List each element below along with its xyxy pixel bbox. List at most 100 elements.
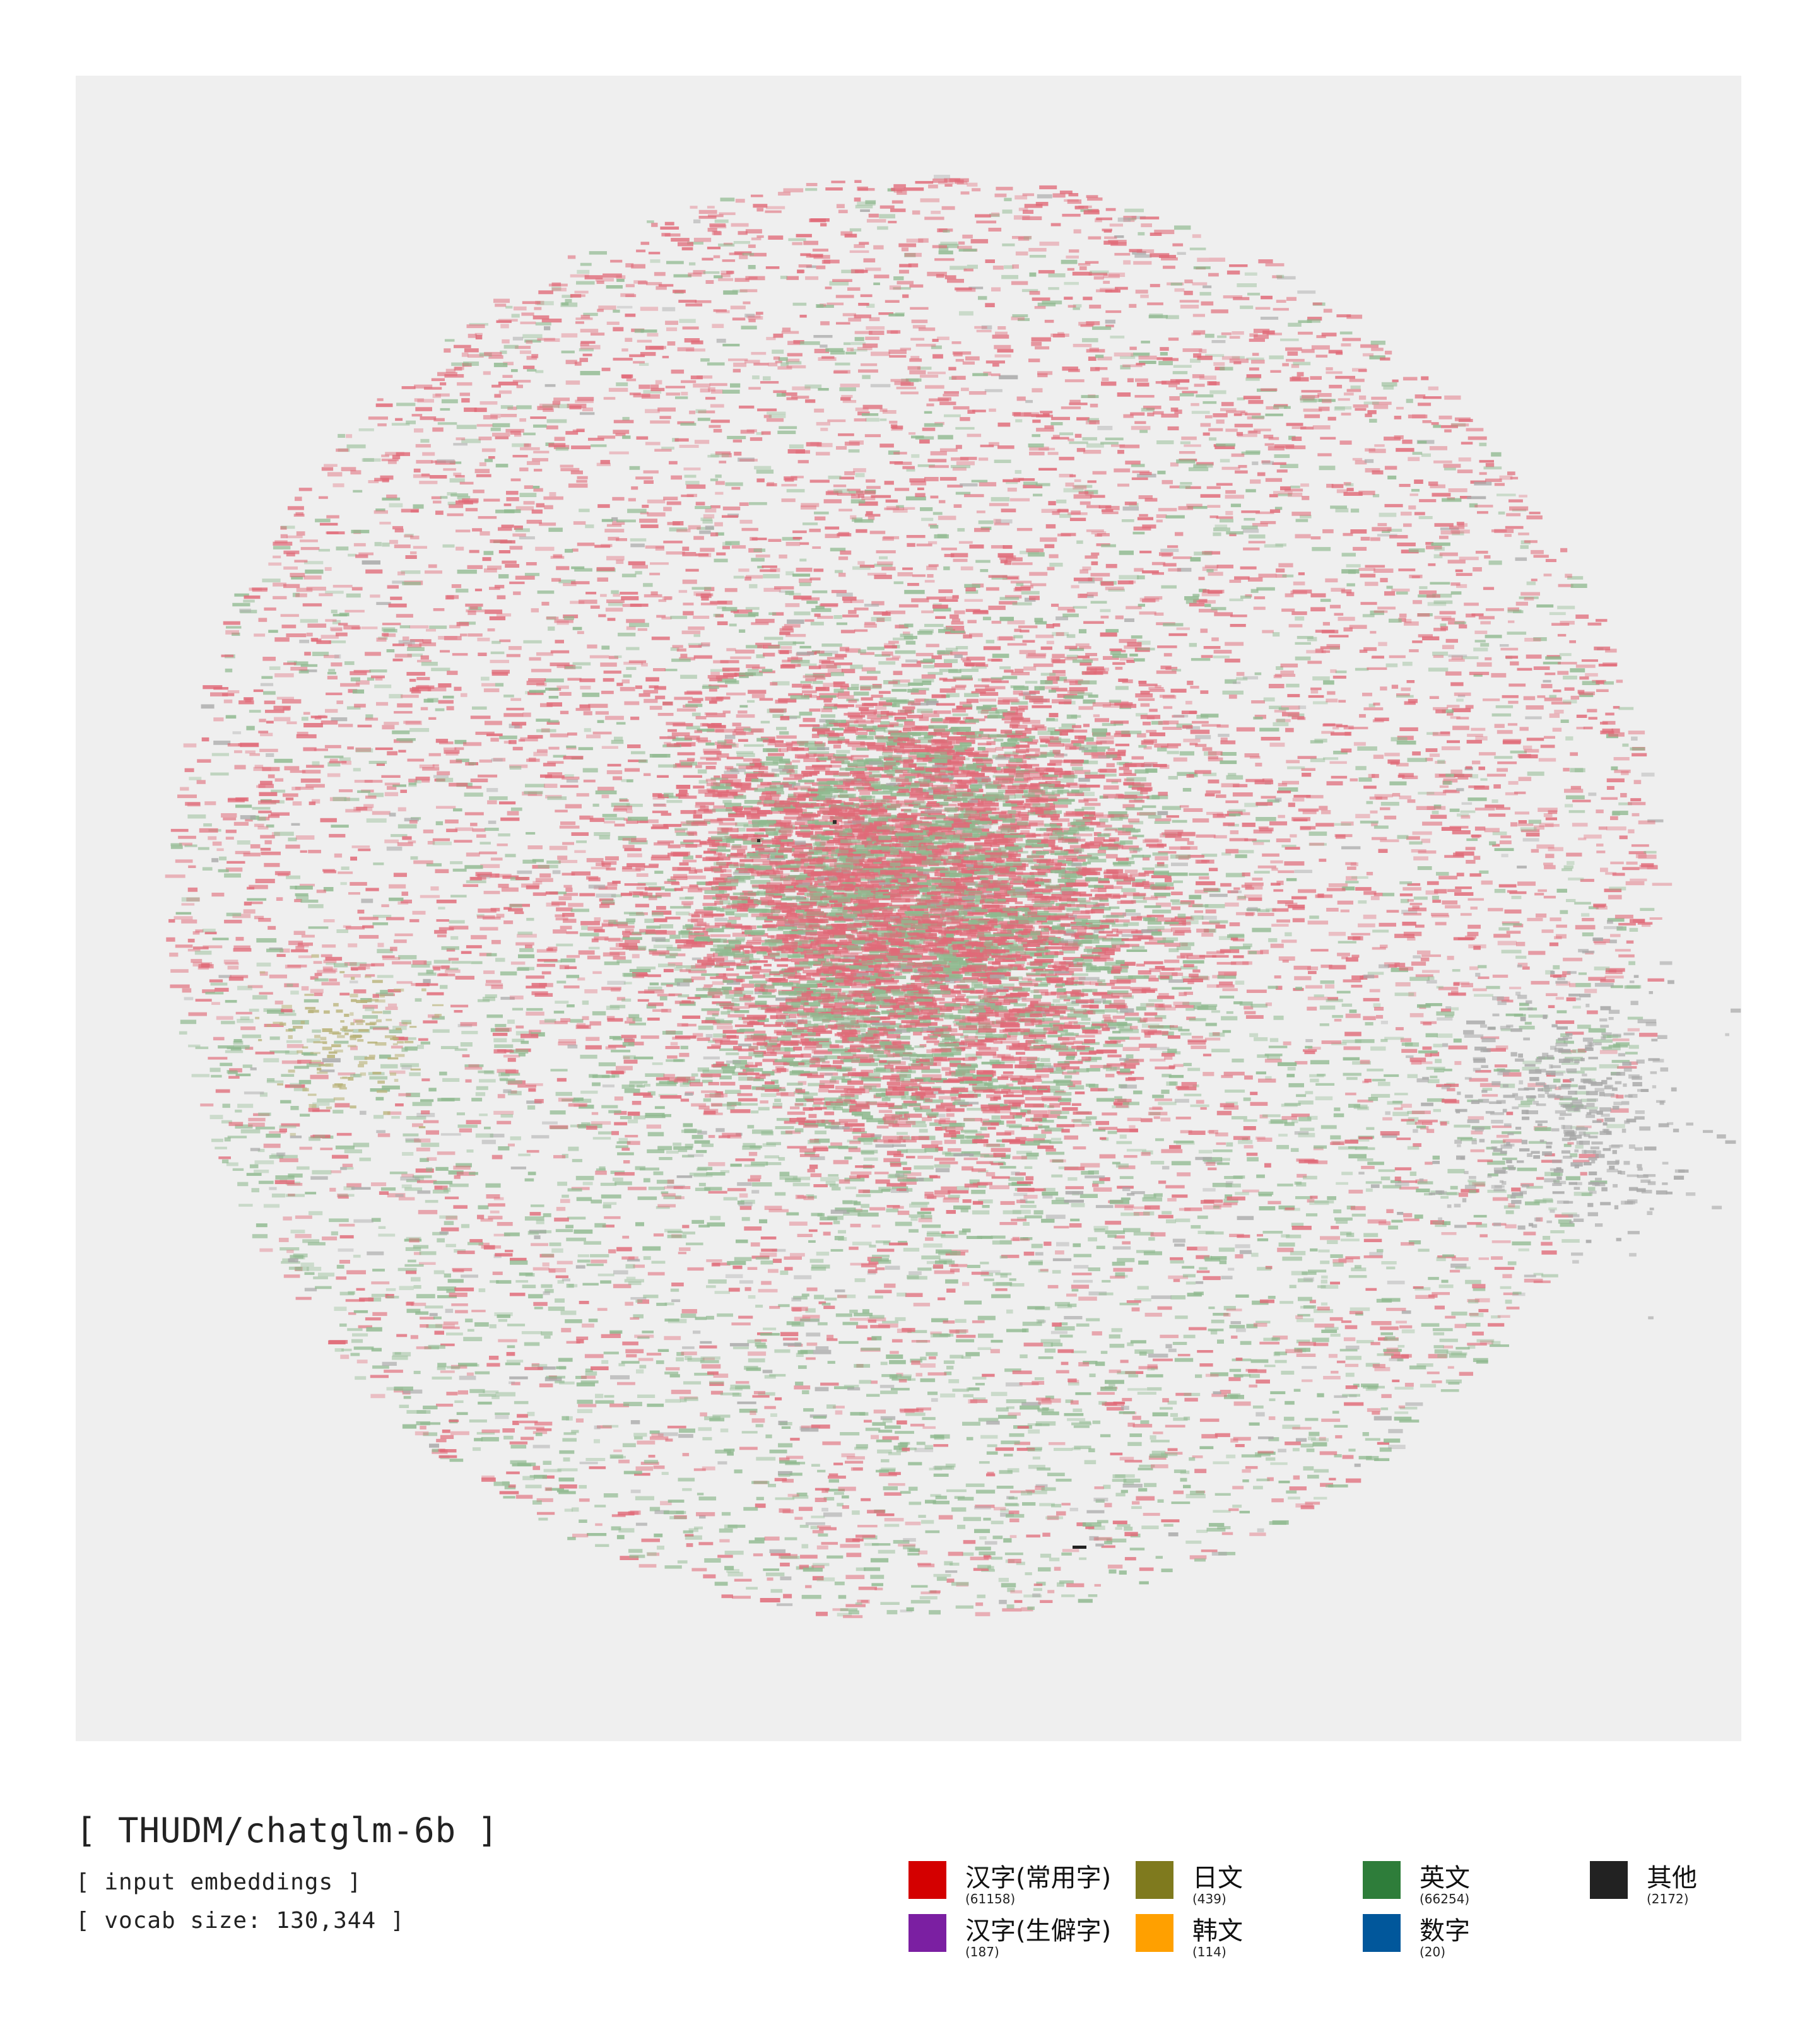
token-point	[375, 508, 385, 512]
token-point	[1240, 305, 1254, 309]
token-point	[1217, 1339, 1224, 1344]
token-point	[707, 455, 719, 458]
token-point	[889, 285, 901, 290]
token-point	[1095, 1205, 1114, 1208]
token-point	[298, 488, 312, 491]
token-point	[1116, 1141, 1132, 1144]
token-point	[574, 290, 589, 294]
token-point	[1257, 1137, 1273, 1142]
token-point	[626, 804, 643, 808]
token-point	[827, 419, 846, 423]
token-point	[170, 828, 189, 832]
token-point	[833, 1220, 840, 1225]
token-point	[1028, 1429, 1040, 1434]
token-point	[1260, 317, 1279, 320]
token-point	[1293, 965, 1311, 970]
token-point	[572, 1159, 582, 1163]
embedding-scatter	[165, 175, 1741, 1618]
token-point	[363, 458, 374, 462]
token-point	[566, 1237, 586, 1242]
token-point	[962, 361, 975, 365]
token-point	[1150, 1435, 1156, 1440]
token-point	[543, 1460, 552, 1465]
token-point	[188, 1012, 207, 1016]
token-point	[1320, 1236, 1340, 1240]
token-point	[620, 1556, 639, 1560]
token-point	[1448, 1382, 1460, 1385]
token-point	[1297, 290, 1316, 294]
token-point	[796, 567, 813, 572]
token-point	[563, 985, 580, 989]
token-point	[339, 1291, 355, 1296]
token-point	[682, 1154, 695, 1158]
token-point	[1028, 248, 1047, 252]
token-point	[823, 1496, 835, 1501]
token-point	[454, 1010, 463, 1013]
token-point	[1132, 1424, 1153, 1428]
token-point	[836, 322, 850, 325]
token-point	[876, 1469, 889, 1472]
token-point	[234, 750, 242, 753]
token-point	[1373, 1416, 1392, 1421]
token-point	[317, 970, 336, 974]
token-point	[1233, 1175, 1245, 1179]
token-point	[1493, 784, 1501, 789]
token-point	[1214, 1493, 1231, 1496]
token-point	[227, 1136, 247, 1139]
token-point	[853, 1136, 873, 1140]
token-point	[233, 1045, 250, 1049]
token-point	[797, 866, 813, 869]
token-point	[836, 204, 845, 208]
token-point	[597, 308, 604, 312]
token-point	[1002, 1608, 1021, 1612]
token-point	[580, 341, 596, 344]
token-point	[843, 1211, 861, 1216]
token-point	[1093, 276, 1104, 280]
token-point	[1484, 555, 1491, 559]
token-point	[397, 807, 406, 812]
token-point	[864, 1567, 881, 1571]
token-point	[675, 396, 688, 399]
token-point	[1254, 672, 1262, 676]
token-point	[426, 992, 444, 996]
token-point	[456, 1412, 468, 1415]
token-point	[1563, 676, 1577, 680]
token-point	[1082, 567, 1091, 571]
token-point	[1216, 950, 1232, 953]
token-point	[770, 568, 780, 572]
token-point	[555, 917, 568, 920]
token-point	[386, 846, 403, 851]
token-point	[417, 659, 432, 662]
token-point	[803, 758, 820, 762]
token-point	[829, 281, 849, 286]
token-point	[1054, 1448, 1073, 1451]
token-point	[1070, 1218, 1080, 1221]
token-point	[262, 579, 281, 583]
token-point	[924, 411, 932, 414]
token-point	[1382, 530, 1391, 533]
token-point	[507, 1057, 516, 1062]
token-point	[748, 244, 756, 249]
token-point	[1255, 1379, 1270, 1384]
token-point	[979, 1536, 987, 1540]
token-point	[888, 755, 902, 760]
token-point	[1285, 1401, 1295, 1405]
token-point	[1320, 1302, 1328, 1306]
token-point	[1373, 404, 1389, 409]
token-point	[733, 241, 750, 244]
token-point	[1349, 625, 1367, 629]
token-point	[811, 608, 832, 613]
token-point	[592, 1137, 611, 1140]
token-point	[966, 1436, 973, 1441]
token-point	[1162, 1166, 1170, 1170]
token-point	[1276, 666, 1283, 670]
token-point	[611, 739, 624, 744]
token-point	[838, 209, 848, 213]
token-point	[1343, 1046, 1361, 1050]
token-point	[1572, 799, 1591, 802]
token-point	[1399, 1187, 1419, 1190]
token-point	[495, 874, 512, 878]
token-point	[1078, 205, 1092, 208]
token-point	[1025, 1572, 1032, 1575]
token-point	[1621, 771, 1629, 775]
